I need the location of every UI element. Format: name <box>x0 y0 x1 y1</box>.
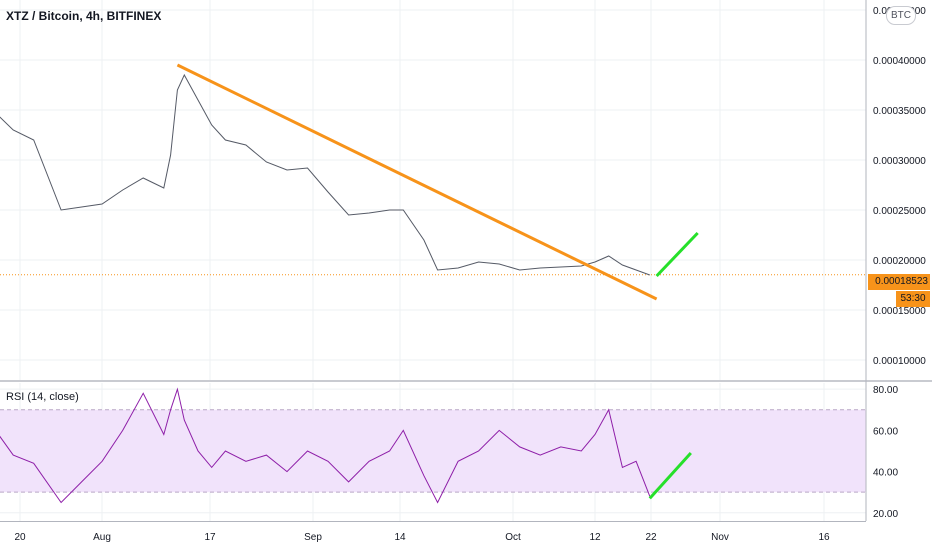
price-series-line <box>0 73 650 276</box>
last-price-tag: 0.00018523 <box>868 274 930 290</box>
price-tick-label: 0.00010000 <box>873 356 926 367</box>
rsi-tick-label: 80.00 <box>873 385 898 396</box>
time-tick-label: 16 <box>818 532 830 543</box>
price-axis-labels[interactable]: 0.00010000 0.00015000 0.00020000 0.00025000… <box>873 6 926 367</box>
rsi-tick-label: 40.00 <box>873 468 898 479</box>
chart-title: XTZ / Bitcoin, 4h, BITFINEX <box>6 9 162 23</box>
rsi-axis-labels[interactable]: 20.00 40.00 60.00 80.00 <box>873 385 898 520</box>
price-tick-label: 0.00025000 <box>873 206 926 217</box>
time-tick-label: 20 <box>14 532 26 543</box>
time-tick-label: 22 <box>645 532 657 543</box>
price-tick-label: 0.00030000 <box>873 156 926 167</box>
currency-badge[interactable]: BTC <box>886 6 916 25</box>
rsi-band-lines <box>0 409 866 493</box>
price-tick-label: 0.00015000 <box>873 306 926 317</box>
rsi-indicator-label[interactable]: RSI (14, close) <box>6 391 79 403</box>
price-tick-label: 0.00020000 <box>873 256 926 267</box>
time-tick-label: 17 <box>204 532 216 543</box>
trendline[interactable] <box>176 63 658 301</box>
time-tick-label: Aug <box>93 532 111 543</box>
time-tick-label: 14 <box>394 532 406 543</box>
rsi-projection-line[interactable] <box>648 452 692 500</box>
price-tick-label: 0.00040000 <box>873 56 926 67</box>
time-tick-label: 12 <box>589 532 601 543</box>
rsi-tick-label: 60.00 <box>873 426 898 437</box>
rsi-tick-label: 20.00 <box>873 509 898 520</box>
rsi-band <box>0 409 866 493</box>
time-tick-label: Oct <box>505 532 521 543</box>
candle-countdown-tag: 53:30 <box>896 291 930 307</box>
time-axis-labels[interactable]: 20 Aug 17 Sep 14 Oct 12 22 Nov 16 <box>14 532 830 543</box>
rsi-series-line <box>0 387 651 504</box>
price-projection-line[interactable] <box>655 231 699 278</box>
price-tick-label: 0.00035000 <box>873 106 926 117</box>
time-tick-label: Nov <box>711 532 729 543</box>
time-tick-label: Sep <box>304 532 322 543</box>
